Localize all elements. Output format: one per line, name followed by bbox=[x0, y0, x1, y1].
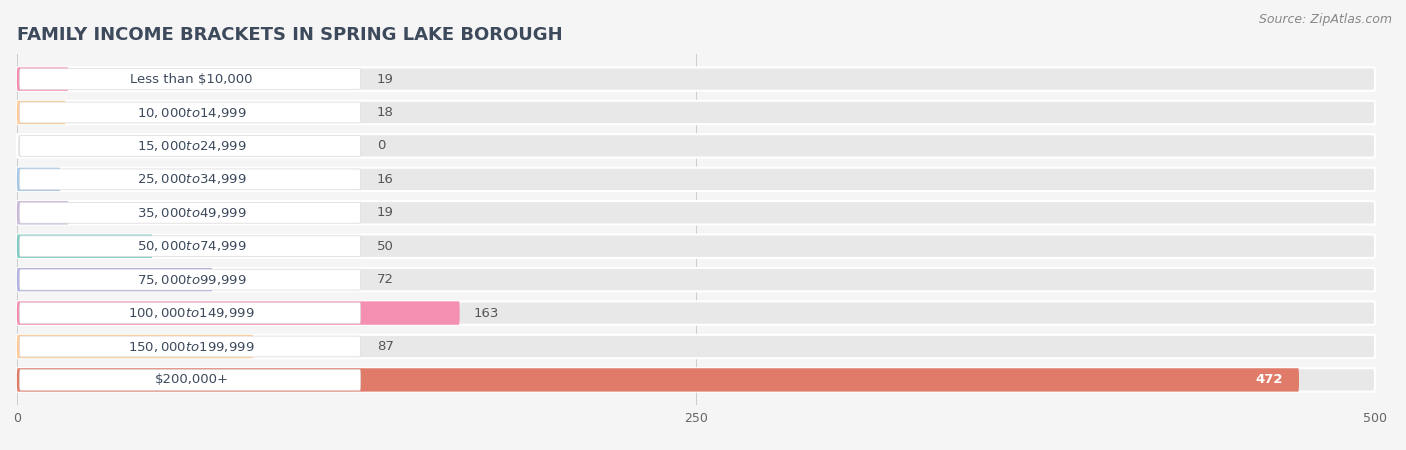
FancyBboxPatch shape bbox=[17, 234, 153, 258]
FancyBboxPatch shape bbox=[20, 69, 360, 90]
Text: 72: 72 bbox=[377, 273, 394, 286]
FancyBboxPatch shape bbox=[17, 68, 1375, 91]
Text: 50: 50 bbox=[377, 240, 394, 253]
FancyBboxPatch shape bbox=[17, 168, 1375, 191]
Text: $75,000 to $99,999: $75,000 to $99,999 bbox=[136, 273, 246, 287]
Text: 87: 87 bbox=[377, 340, 394, 353]
Text: $150,000 to $199,999: $150,000 to $199,999 bbox=[128, 339, 254, 354]
FancyBboxPatch shape bbox=[20, 369, 360, 390]
FancyBboxPatch shape bbox=[17, 168, 60, 191]
Text: Source: ZipAtlas.com: Source: ZipAtlas.com bbox=[1258, 14, 1392, 27]
Text: 19: 19 bbox=[377, 206, 394, 219]
FancyBboxPatch shape bbox=[17, 201, 69, 225]
Text: Less than $10,000: Less than $10,000 bbox=[131, 72, 253, 86]
FancyBboxPatch shape bbox=[17, 101, 66, 124]
FancyBboxPatch shape bbox=[20, 202, 360, 223]
Text: $100,000 to $149,999: $100,000 to $149,999 bbox=[128, 306, 254, 320]
FancyBboxPatch shape bbox=[17, 302, 1375, 325]
FancyBboxPatch shape bbox=[20, 269, 360, 290]
FancyBboxPatch shape bbox=[20, 102, 360, 123]
FancyBboxPatch shape bbox=[20, 236, 360, 256]
Text: 472: 472 bbox=[1256, 374, 1282, 387]
Text: 163: 163 bbox=[474, 306, 499, 320]
FancyBboxPatch shape bbox=[17, 335, 1375, 358]
FancyBboxPatch shape bbox=[17, 68, 69, 91]
Text: 19: 19 bbox=[377, 72, 394, 86]
FancyBboxPatch shape bbox=[17, 101, 1375, 124]
FancyBboxPatch shape bbox=[17, 368, 1299, 392]
FancyBboxPatch shape bbox=[17, 302, 460, 325]
Text: $200,000+: $200,000+ bbox=[155, 374, 228, 387]
FancyBboxPatch shape bbox=[17, 134, 1375, 158]
Text: 18: 18 bbox=[377, 106, 394, 119]
FancyBboxPatch shape bbox=[17, 201, 1375, 225]
FancyBboxPatch shape bbox=[20, 169, 360, 190]
Text: $10,000 to $14,999: $10,000 to $14,999 bbox=[136, 105, 246, 120]
FancyBboxPatch shape bbox=[17, 335, 253, 358]
FancyBboxPatch shape bbox=[20, 336, 360, 357]
Text: FAMILY INCOME BRACKETS IN SPRING LAKE BOROUGH: FAMILY INCOME BRACKETS IN SPRING LAKE BO… bbox=[17, 26, 562, 44]
Text: $15,000 to $24,999: $15,000 to $24,999 bbox=[136, 139, 246, 153]
Text: $25,000 to $34,999: $25,000 to $34,999 bbox=[136, 172, 246, 186]
FancyBboxPatch shape bbox=[20, 135, 360, 156]
FancyBboxPatch shape bbox=[17, 234, 1375, 258]
Text: $50,000 to $74,999: $50,000 to $74,999 bbox=[136, 239, 246, 253]
Text: $35,000 to $49,999: $35,000 to $49,999 bbox=[136, 206, 246, 220]
Text: 0: 0 bbox=[377, 140, 385, 153]
FancyBboxPatch shape bbox=[17, 268, 1375, 291]
FancyBboxPatch shape bbox=[17, 368, 1375, 392]
FancyBboxPatch shape bbox=[17, 268, 212, 291]
Text: 16: 16 bbox=[377, 173, 394, 186]
FancyBboxPatch shape bbox=[20, 303, 360, 324]
